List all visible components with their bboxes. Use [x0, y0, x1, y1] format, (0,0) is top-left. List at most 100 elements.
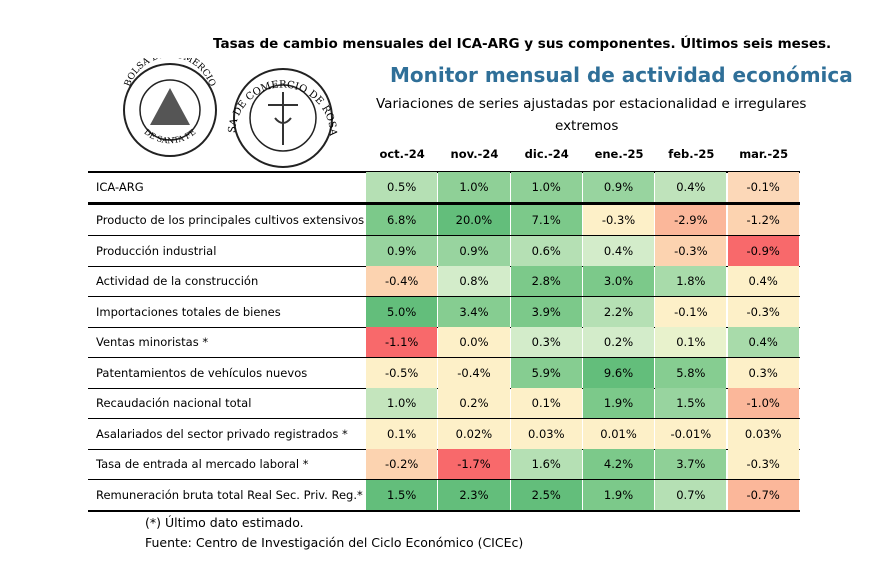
cell: 2.2% — [582, 296, 655, 327]
logo-ring — [123, 63, 217, 157]
footnote: Fuente: Centro de Investigación del Cicl… — [145, 535, 524, 550]
logo-ring — [233, 68, 333, 168]
cell: -2.9% — [655, 205, 727, 235]
row-label: Patentamientos de vehículos nuevos — [96, 365, 308, 380]
subtitle: extremos — [555, 118, 619, 134]
cell: 2.3% — [438, 479, 510, 510]
cell: 0.6% — [510, 235, 582, 266]
row-label: Actividad de la construcción — [96, 274, 259, 288]
column-header: feb.-25 — [668, 147, 715, 161]
cell: -0.4% — [366, 266, 438, 296]
cell: 6.8% — [366, 205, 438, 235]
cell: -0.3% — [655, 235, 727, 266]
cell: 0.8% — [438, 266, 510, 296]
cell: -1.2% — [727, 205, 799, 235]
cell: 0.9% — [366, 235, 438, 266]
column-header: oct.-24 — [379, 147, 425, 161]
cell: 0.2% — [438, 388, 510, 418]
cell: 3.9% — [510, 296, 582, 327]
cell: -1.7% — [438, 449, 510, 479]
cell: -1.0% — [727, 388, 799, 418]
row-label: Producto de los principales cultivos ext… — [96, 213, 365, 227]
cell: 0.7% — [655, 479, 727, 510]
cell: 0.9% — [582, 172, 655, 202]
cell: 7.1% — [510, 205, 582, 235]
cell: 0.3% — [510, 327, 582, 357]
column-header: ene.-25 — [594, 147, 644, 161]
column-header: nov.-24 — [450, 147, 499, 161]
cell: -0.3% — [582, 205, 655, 235]
cell: 0.02% — [438, 418, 510, 449]
cell: 0.1% — [366, 418, 438, 449]
row-label: Importaciones totales de bienes — [96, 304, 281, 319]
cell: 5.0% — [366, 296, 438, 327]
logo-ring — [249, 84, 317, 152]
logo-emblem — [150, 88, 190, 125]
cell: 3.7% — [655, 449, 727, 479]
cell: 1.9% — [582, 388, 655, 418]
cell: -0.1% — [655, 296, 727, 327]
cell: 0.4% — [727, 327, 799, 357]
cell: 1.0% — [366, 388, 438, 418]
logos: BOLSA DE COMERCIO DE SANTA FE BOLSA DE C… — [110, 58, 338, 168]
row-label: Producción industrial — [96, 243, 217, 258]
cell: 1.0% — [510, 172, 582, 202]
cell: -0.9% — [727, 235, 799, 266]
logo-text: DE SANTA FE — [142, 127, 197, 145]
row-label: Ventas minoristas * — [96, 335, 209, 349]
cell: 1.6% — [510, 449, 582, 479]
cell: -0.5% — [366, 357, 438, 388]
cell: 1.5% — [366, 479, 438, 510]
rule — [88, 202, 800, 205]
cell: 0.01% — [582, 418, 655, 449]
monitor-title: Monitor mensual de actividad económica — [390, 63, 853, 87]
cell: -0.7% — [727, 479, 799, 510]
cell: 0.2% — [582, 327, 655, 357]
subtitle: Variaciones de series ajustadas por esta… — [376, 96, 807, 112]
cell: 0.5% — [366, 172, 438, 202]
cell: 0.0% — [438, 327, 510, 357]
cell: 5.8% — [655, 357, 727, 388]
cell: -0.4% — [438, 357, 510, 388]
cell: -1.1% — [366, 327, 438, 357]
row-label: Remuneración bruta total Real Sec. Priv.… — [96, 487, 363, 502]
footnote: (*) Último dato estimado. — [145, 515, 304, 530]
cell: 1.0% — [438, 172, 510, 202]
column-header: mar.-25 — [739, 147, 789, 161]
cell: -0.1% — [727, 172, 799, 202]
cell: 0.4% — [727, 266, 799, 296]
cell: 1.5% — [655, 388, 727, 418]
logo-emblem — [268, 92, 298, 145]
cell: 9.6% — [582, 357, 655, 388]
cell: 0.1% — [655, 327, 727, 357]
row-label: Asalariados del sector privado registrad… — [96, 426, 348, 441]
cell: -0.2% — [366, 449, 438, 479]
cell: 0.9% — [438, 235, 510, 266]
row-label: Recaudación nacional total — [96, 396, 252, 410]
cell: -0.01% — [655, 418, 727, 449]
cell: 3.0% — [582, 266, 655, 296]
logo-ring — [139, 79, 201, 141]
cell: -0.3% — [727, 449, 799, 479]
cell: 3.4% — [438, 296, 510, 327]
cell: 4.2% — [582, 449, 655, 479]
row-label: Tasa de entrada al mercado laboral * — [96, 457, 309, 471]
page-title: Tasas de cambio mensuales del ICA-ARG y … — [213, 36, 832, 52]
cell: 20.0% — [438, 205, 510, 235]
cell: 1.9% — [582, 479, 655, 510]
cell: 0.03% — [727, 418, 799, 449]
row-label: ICA-ARG — [96, 180, 144, 194]
cell: 0.4% — [582, 235, 655, 266]
cell: 5.9% — [510, 357, 582, 388]
cell: 0.3% — [727, 357, 799, 388]
logo-text: BOLSA DE COMERCIO — [123, 58, 217, 88]
cell: 0.1% — [510, 388, 582, 418]
rule — [88, 509, 800, 512]
cell: -0.3% — [727, 296, 799, 327]
cell: 1.8% — [655, 266, 727, 296]
cell: 2.8% — [510, 266, 582, 296]
cell: 2.5% — [510, 479, 582, 510]
column-header: dic.-24 — [524, 147, 569, 161]
cell: 0.4% — [655, 172, 727, 202]
